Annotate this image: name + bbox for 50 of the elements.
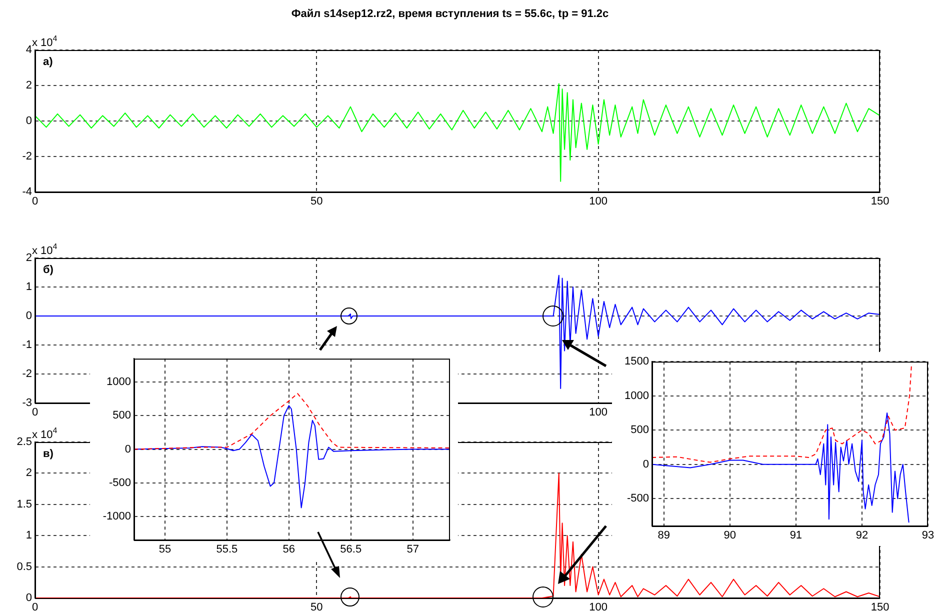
y-tick-label: -500 [626,492,649,505]
y-tick-label: -1 [22,339,32,352]
annotation: б) [43,264,54,276]
y-tick-label: 0 [26,310,32,322]
line-series [652,364,912,463]
x-tick-label: 90 [724,530,736,542]
x-tick-label: 55.5 [216,544,238,556]
x-tick-label: 150 [870,196,890,208]
x-tick-label: 56 [282,544,296,556]
y-tick-label: 0 [26,592,32,604]
annotation: а) [43,56,54,68]
y-tick-label: 0.5 [16,560,32,573]
x-tick-label: 92 [856,530,868,542]
y-tick-label: 2 [26,467,32,480]
y-tick-label: 500 [112,410,131,422]
y-tick-label: 2.5 [16,436,32,448]
y-tick-label: -3 [22,397,32,410]
y-tick-label: 1000 [106,376,131,388]
x-tick-label: 50 [310,602,323,614]
x-tick-label: 89 [658,530,670,542]
y-tick-label: 0 [642,458,649,470]
y-tick-label: 1000 [624,390,649,402]
x-tick-label: 100 [589,406,608,419]
y-tick-label: 2 [26,80,32,92]
x-tick-label: 100 [589,196,608,208]
y-tick-label: 0 [124,443,131,456]
x-tick-label: 150 [870,602,890,614]
y-tick-label: 500 [630,424,649,436]
x-tick-label: 100 [589,602,608,614]
annotation: в) [43,448,54,460]
x-tick-label: 93 [922,530,934,542]
y-tick-label: -1000 [102,510,131,523]
y-tick-label: 0 [26,115,32,128]
y-tick-label: -2 [22,150,32,163]
chart-title: Файл s14sep12.rz2, время вступления ts = 55.6с, tp = 91.2с [290,8,610,20]
y-tick-label: 1 [26,281,32,294]
x-tick-label: 57 [406,544,419,556]
y-tick-label: 1500 [624,356,649,368]
y-tick-label: 1 [26,530,32,542]
y-tick-label: -2 [22,368,32,380]
x-tick-label: 50 [310,196,323,208]
y-tick-label: 1.5 [16,498,32,510]
x-tick-label: 55 [158,544,172,556]
y-tick-label: 2 [26,252,32,264]
y-tick-label: 4 [26,44,32,56]
line-series [134,393,450,450]
x-tick-label: 91 [790,530,802,542]
y-tick-label: -4 [22,186,32,198]
y-tick-label: -500 [108,476,131,489]
x-tick-label: 56.5 [340,544,362,556]
